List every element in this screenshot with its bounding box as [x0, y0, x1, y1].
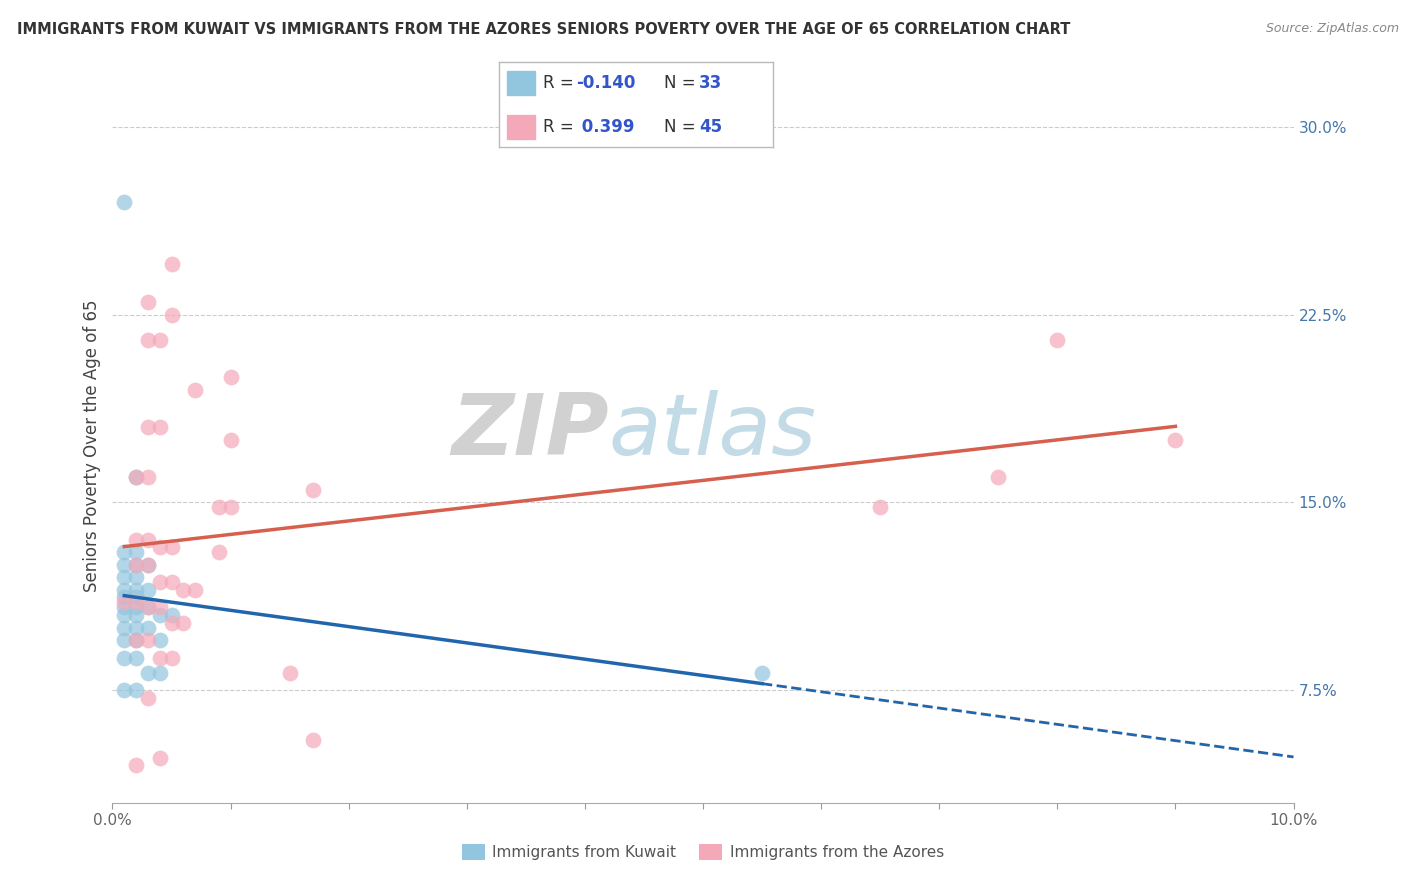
Point	[149, 600, 172, 615]
Point	[136, 600, 159, 615]
Point	[125, 758, 148, 772]
Point	[184, 383, 207, 397]
Point	[125, 545, 148, 559]
Point	[125, 470, 148, 484]
Point	[125, 683, 148, 698]
Point	[125, 633, 148, 648]
Point	[125, 470, 148, 484]
Point	[219, 370, 242, 384]
Bar	[508, 71, 534, 95]
Point	[112, 607, 135, 622]
Point	[136, 295, 159, 310]
Point	[136, 420, 159, 434]
Text: 45: 45	[699, 118, 723, 136]
Point	[149, 750, 172, 764]
Point	[149, 633, 172, 648]
Point	[987, 470, 1010, 484]
Point	[125, 595, 148, 609]
Point	[125, 582, 148, 597]
Point	[136, 690, 159, 705]
Point	[112, 591, 135, 605]
Bar	[508, 115, 534, 139]
Point	[136, 621, 159, 635]
Point	[125, 558, 148, 572]
Text: 0.399: 0.399	[576, 118, 634, 136]
Point	[869, 500, 891, 515]
Point	[112, 545, 135, 559]
Point	[112, 683, 135, 698]
Point	[160, 308, 183, 322]
Point	[136, 600, 159, 615]
Text: atlas: atlas	[609, 390, 817, 474]
Point	[149, 541, 172, 555]
Point	[160, 257, 183, 271]
Point	[149, 575, 172, 590]
Text: 33: 33	[699, 74, 723, 92]
Point	[160, 575, 183, 590]
Point	[172, 582, 194, 597]
Text: ZIP: ZIP	[451, 390, 609, 474]
Point	[136, 582, 159, 597]
Text: IMMIGRANTS FROM KUWAIT VS IMMIGRANTS FROM THE AZORES SENIORS POVERTY OVER THE AG: IMMIGRANTS FROM KUWAIT VS IMMIGRANTS FRO…	[17, 22, 1070, 37]
Point	[751, 665, 773, 680]
Point	[136, 470, 159, 484]
Point	[219, 433, 242, 447]
Point	[136, 633, 159, 648]
Point	[112, 194, 135, 209]
Point	[149, 665, 172, 680]
Point	[125, 533, 148, 547]
Point	[112, 582, 135, 597]
Point	[125, 650, 148, 665]
Point	[219, 500, 242, 515]
Point	[136, 665, 159, 680]
Point	[160, 650, 183, 665]
Point	[112, 570, 135, 584]
Point	[149, 420, 172, 434]
Point	[208, 545, 231, 559]
Point	[125, 600, 148, 615]
Point	[160, 607, 183, 622]
Point	[112, 621, 135, 635]
Point	[149, 607, 172, 622]
Point	[1046, 333, 1069, 347]
Point	[149, 333, 172, 347]
Point	[136, 333, 159, 347]
Point	[125, 591, 148, 605]
Point	[149, 650, 172, 665]
Point	[208, 500, 231, 515]
Text: N =: N =	[664, 74, 700, 92]
Point	[112, 633, 135, 648]
Point	[160, 615, 183, 630]
Y-axis label: Seniors Poverty Over the Age of 65: Seniors Poverty Over the Age of 65	[83, 300, 101, 592]
Point	[125, 558, 148, 572]
Point	[136, 558, 159, 572]
Point	[136, 558, 159, 572]
Point	[125, 633, 148, 648]
Point	[125, 607, 148, 622]
Point	[125, 621, 148, 635]
Point	[112, 650, 135, 665]
Text: R =: R =	[543, 74, 579, 92]
Text: Source: ZipAtlas.com: Source: ZipAtlas.com	[1265, 22, 1399, 36]
Legend: Immigrants from Kuwait, Immigrants from the Azores: Immigrants from Kuwait, Immigrants from …	[456, 838, 950, 866]
Point	[160, 541, 183, 555]
Text: -0.140: -0.140	[576, 74, 636, 92]
Point	[1164, 433, 1187, 447]
Point	[302, 733, 325, 747]
Point	[125, 570, 148, 584]
Text: N =: N =	[664, 118, 700, 136]
Point	[172, 615, 194, 630]
Point	[112, 558, 135, 572]
Point	[278, 665, 301, 680]
Point	[302, 483, 325, 497]
Point	[112, 595, 135, 609]
Point	[184, 582, 207, 597]
Point	[136, 533, 159, 547]
Text: R =: R =	[543, 118, 579, 136]
Point	[112, 600, 135, 615]
